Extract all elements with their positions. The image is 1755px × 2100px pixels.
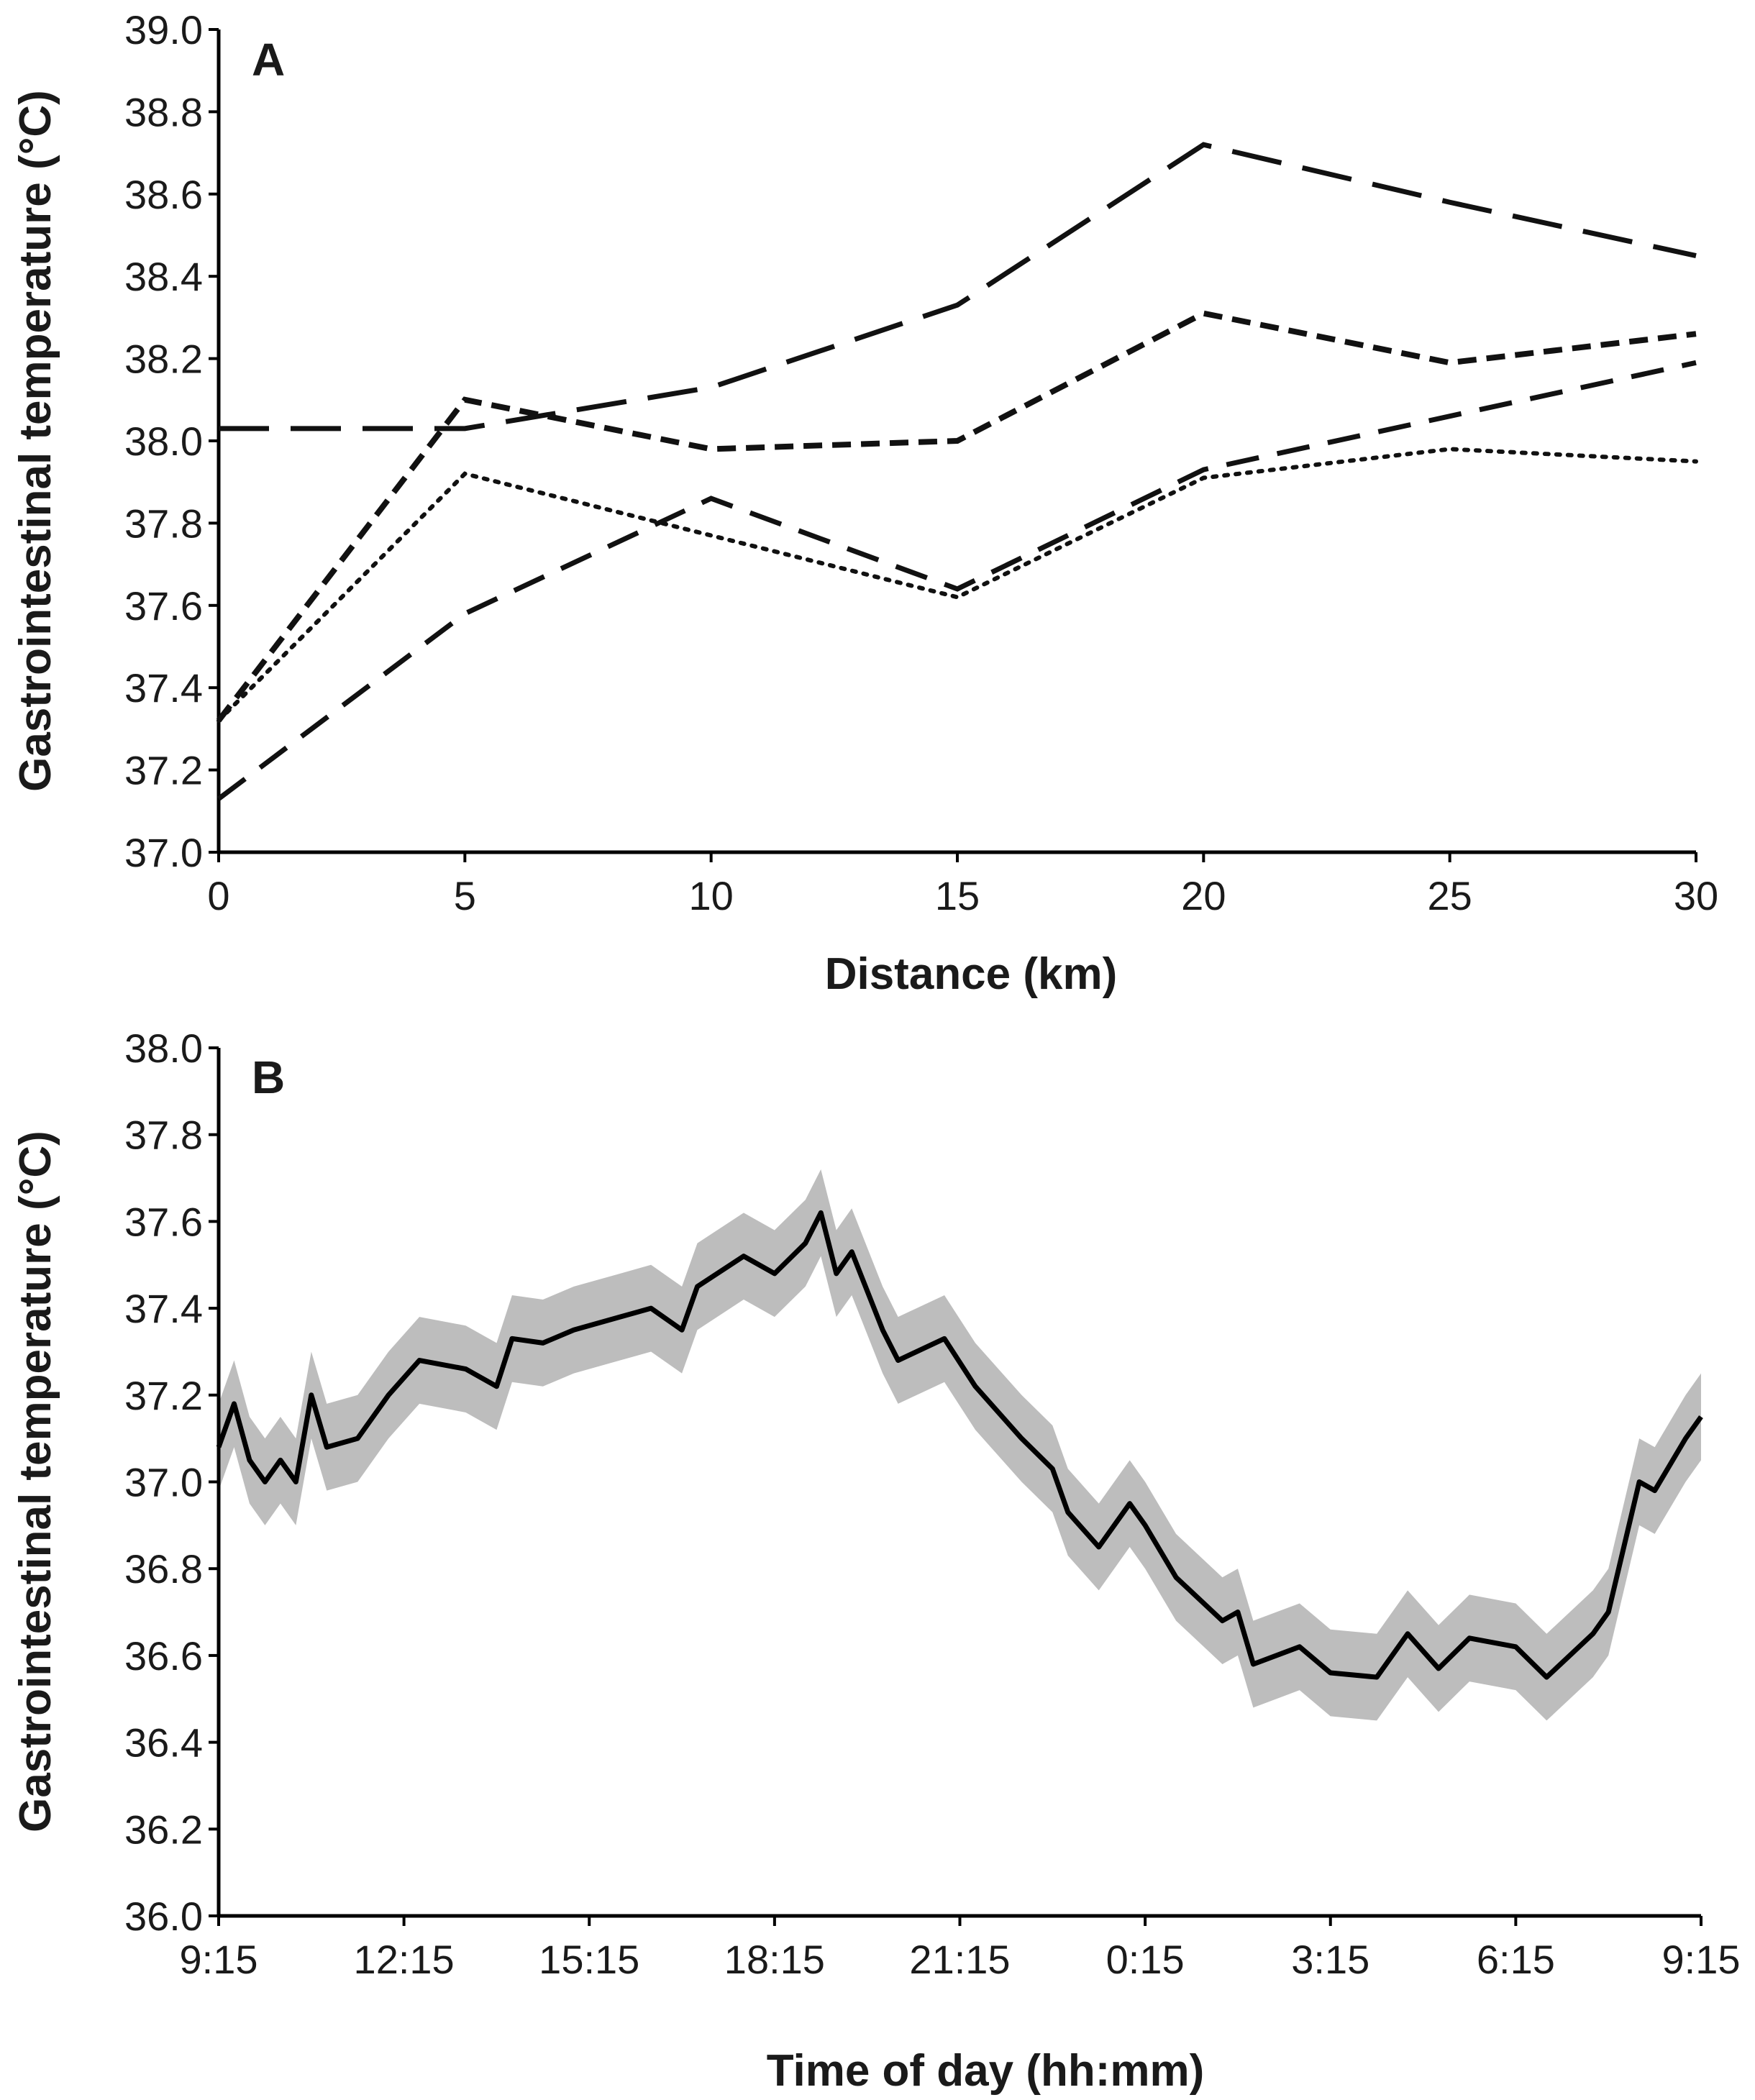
panel-a-y-tick-label: 37.6 [124, 583, 203, 629]
panel-a-y-tick-label: 37.8 [124, 501, 203, 546]
panel-a-label: A [252, 34, 285, 86]
panel-a-series-2-line [216, 310, 1697, 723]
panel-b-sd-band [219, 1169, 1701, 1721]
panel-a-series-1-line [219, 142, 1697, 432]
panel-b-y-tick-label: 36.6 [124, 1633, 203, 1679]
panel-a-x-tick-label: 15 [935, 873, 980, 918]
panel-b-label: B [252, 1051, 285, 1103]
panel-b-mean-line [216, 1210, 1703, 1680]
panel-a-x-tick-label: 30 [1674, 873, 1718, 918]
panel-b-y-tick-label: 37.8 [124, 1113, 203, 1158]
panel-a-x-tick-label: 5 [454, 873, 476, 918]
panel-b-y-tick-label: 37.6 [124, 1199, 203, 1244]
panel-b-x-tick-label: 12:15 [354, 1937, 455, 1982]
panel-b-y-tick-label: 36.0 [124, 1894, 203, 1939]
panel-b-y-tick-label: 37.4 [124, 1286, 203, 1331]
panel-a-y-tick-label: 39.0 [124, 7, 203, 52]
panel-b-x-tick-label: 3:15 [1291, 1937, 1369, 1982]
panel-a-series-4-line [216, 360, 1697, 801]
panel-b-y-tick-label: 36.4 [124, 1720, 203, 1766]
panel-b-x-tick-label: 9:15 [180, 1937, 258, 1982]
panel-b-y-tick-label: 37.2 [124, 1373, 203, 1418]
panel-a-y-tick-label: 37.2 [124, 748, 203, 793]
panel-b-x-tick-label: 21:15 [909, 1937, 1010, 1982]
panel-a-x-axis-title: Distance (km) [825, 949, 1118, 999]
panel-b-x-tick-label: 6:15 [1477, 1937, 1555, 1982]
panel-b: B Time of day (hh:mm) Gastrointestinal t… [11, 1026, 1741, 2096]
panel-a-x-tick-label: 25 [1428, 873, 1472, 918]
panel-a: A Distance (km) Gastrointestinal tempera… [11, 7, 1718, 999]
panel-a-y-tick-label: 38.0 [124, 419, 203, 464]
panel-b-y-tick-label: 36.8 [124, 1546, 203, 1592]
panel-a-y-tick-label: 38.8 [124, 89, 203, 134]
panel-b-x-tick-label: 18:15 [724, 1937, 825, 1982]
panel-b-x-tick-label: 0:15 [1106, 1937, 1185, 1982]
panel-a-series-3-line [216, 447, 1698, 723]
panel-a-y-axis-title: Gastrointestinal temperature (°C) [11, 90, 60, 792]
panel-a-x-tick-label: 10 [689, 873, 734, 918]
panel-a-y-tick-label: 38.2 [124, 337, 203, 382]
panel-b-y-tick-label: 38.0 [124, 1026, 203, 1071]
panel-a-x-tick-label: 0 [207, 873, 229, 918]
panel-a-x-tick-label: 20 [1181, 873, 1226, 918]
panel-b-y-tick-label: 37.0 [124, 1460, 203, 1505]
panel-b-y-tick-label: 36.2 [124, 1807, 203, 1852]
panel-b-y-axis-title: Gastrointestinal temperature (°C) [11, 1131, 60, 1832]
panel-a-y-tick-label: 38.6 [124, 172, 203, 217]
panel-a-y-tick-label: 37.0 [124, 830, 203, 875]
panel-b-x-axis-title: Time of day (hh:mm) [767, 2046, 1205, 2096]
panel-b-x-tick-label: 9:15 [1662, 1937, 1741, 1982]
panel-a-y-tick-label: 38.4 [124, 254, 203, 299]
panel-b-x-tick-label: 15:15 [539, 1937, 639, 1982]
panel-a-y-tick-label: 37.4 [124, 665, 203, 711]
